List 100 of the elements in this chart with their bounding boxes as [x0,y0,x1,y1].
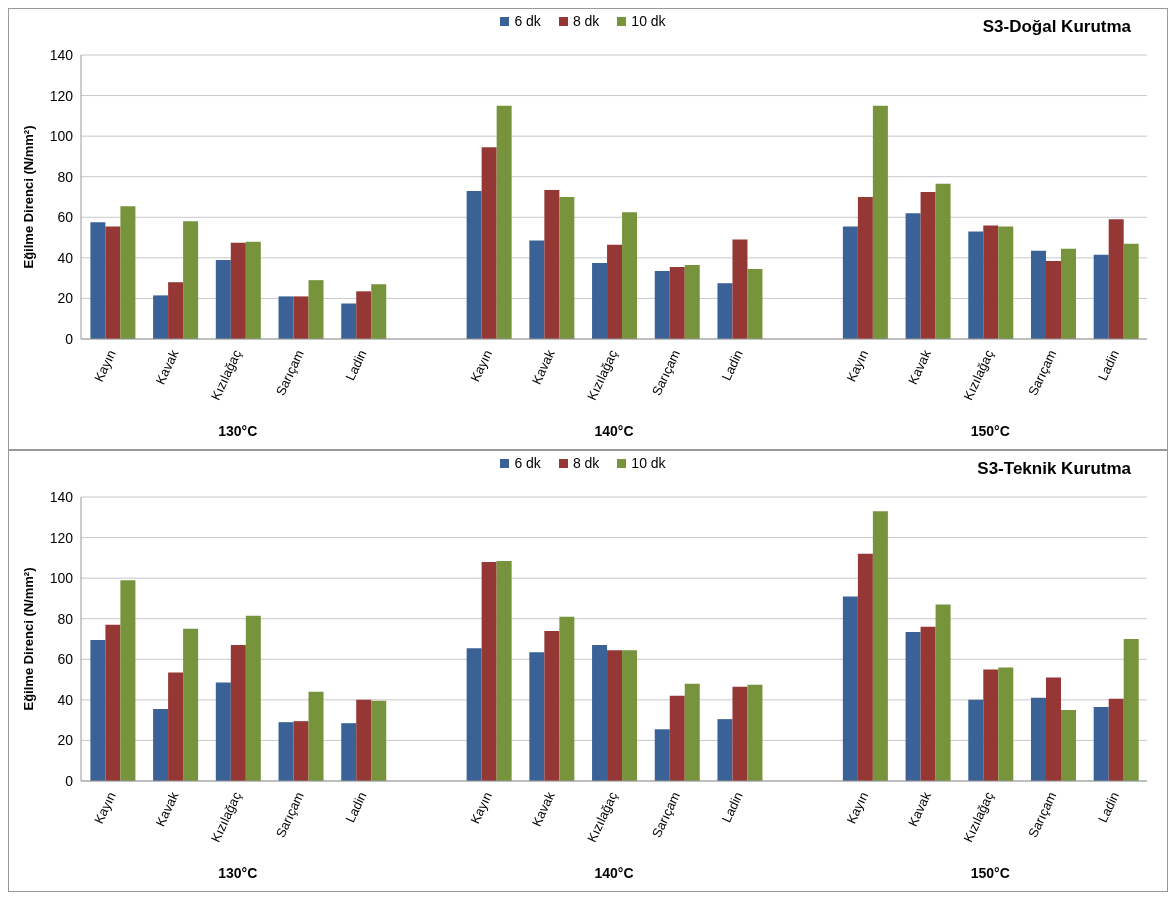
x-tick-label: Kayın [91,789,119,827]
legend-label: 6 dk [513,455,541,471]
x-tick-label: Kayın [467,789,495,827]
y-tick-label: 40 [57,249,74,266]
bar [935,183,951,339]
legend-label: 8 dk [571,455,600,471]
bar [105,226,121,339]
bar [245,615,261,781]
bar [998,226,1014,339]
x-tick-label: Ladin [342,789,370,825]
legend-label: 6 dk [513,13,541,29]
bar [1045,677,1061,781]
bar [153,708,169,781]
y-tick-label: 60 [57,209,74,226]
bar [920,191,936,339]
bar [592,262,608,339]
x-tick-label: Kayın [91,347,119,385]
bar [905,631,921,781]
bar [1093,706,1109,781]
bar [1108,698,1124,781]
bar [857,553,873,781]
bar [183,628,199,781]
bar [872,105,888,339]
bar [747,684,763,781]
y-tick-label: 100 [49,128,74,145]
bar [1060,248,1076,339]
text: 140°C [593,423,635,439]
bar [341,303,357,339]
bar [717,283,733,339]
bar [120,206,136,339]
text: 150°C [969,423,1011,439]
text: 130°C [217,865,259,881]
bar [293,721,309,781]
bar [529,652,545,781]
bar [168,282,184,339]
bar [669,695,685,781]
bar [622,212,638,339]
legend-label: 10 dk [630,13,666,29]
bar [544,630,560,781]
y-tick-label: 80 [57,168,74,185]
bar [684,683,700,781]
text: 150°C [969,865,1011,881]
bar [998,667,1014,781]
x-tick-label: Ladin [718,347,746,383]
x-tick-label: Ladin [1094,347,1122,383]
bar [732,239,748,339]
bar [153,295,169,339]
legend-label: 10 dk [630,455,666,471]
bar [654,729,670,781]
bar [920,626,936,781]
y-tick-label: 80 [57,610,74,627]
y-tick-label: 140 [49,488,74,505]
bar [529,240,545,339]
bar [1045,260,1061,339]
bar [168,672,184,781]
bar [481,147,497,339]
legend-label: 8 dk [571,13,600,29]
bar [371,284,387,339]
bar [968,699,984,781]
bar [496,105,512,339]
bar [968,231,984,339]
bar [90,222,106,339]
y-tick-label: 0 [65,772,74,789]
bar [1030,250,1046,339]
y-axis-title: Eğilme Direnci (N/mm²) [21,567,36,711]
x-tick-label: Ladin [718,789,746,825]
bar [872,511,888,781]
bar [1108,219,1124,339]
bar [1123,639,1139,781]
bar [215,259,231,339]
bar [983,669,999,781]
bar [466,648,482,781]
text: 140°C [593,865,635,881]
chart-title: S3-Teknik Kurutma [977,459,1131,479]
bar [496,560,512,781]
bar [983,225,999,339]
x-tick-label: Ladin [342,347,370,383]
bar [215,682,231,781]
bar [466,190,482,339]
bar [1060,710,1076,781]
y-tick-label: 60 [57,651,74,668]
bar [183,221,199,339]
x-tick-label: Kayın [843,347,872,385]
bar [1030,697,1046,781]
y-tick-label: 120 [49,87,74,104]
bar [684,264,700,339]
y-tick-label: 120 [49,529,74,546]
x-tick-label: Ladin [1094,789,1122,825]
bar [857,197,873,339]
bar [230,242,246,339]
bar [559,197,575,339]
x-tick-label: Kayın [467,347,495,385]
bar [293,296,309,339]
bar [341,723,357,781]
bar [230,645,246,781]
bar [732,686,748,781]
bar [356,699,372,781]
bar [544,189,560,339]
y-tick-label: 100 [49,570,74,587]
bar [747,269,763,339]
